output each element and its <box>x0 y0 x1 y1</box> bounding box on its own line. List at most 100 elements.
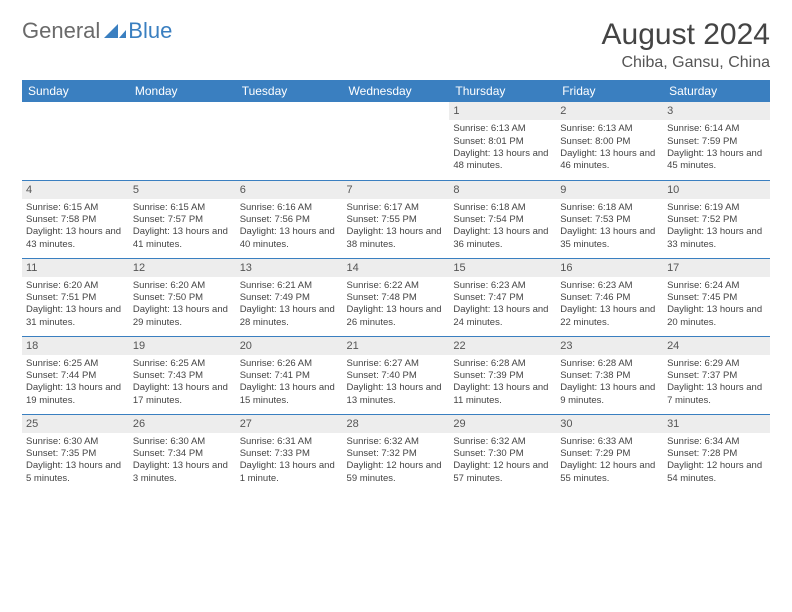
sunset-text: Sunset: 7:43 PM <box>133 370 232 382</box>
sunset-text: Sunset: 7:38 PM <box>560 370 659 382</box>
sunset-text: Sunset: 7:45 PM <box>667 292 766 304</box>
day-number: 8 <box>449 181 556 199</box>
calendar-cell: 11Sunrise: 6:20 AMSunset: 7:51 PMDayligh… <box>22 258 129 336</box>
sunset-text: Sunset: 7:29 PM <box>560 448 659 460</box>
calendar-row: 1Sunrise: 6:13 AMSunset: 8:01 PMDaylight… <box>22 102 770 180</box>
calendar-cell <box>343 102 450 180</box>
weekday-friday: Friday <box>556 80 663 102</box>
sunrise-text: Sunrise: 6:15 AM <box>26 202 125 214</box>
day-number: 11 <box>22 259 129 277</box>
sunrise-text: Sunrise: 6:25 AM <box>133 358 232 370</box>
day-number: 17 <box>663 259 770 277</box>
day-number: 30 <box>556 415 663 433</box>
calendar-cell: 15Sunrise: 6:23 AMSunset: 7:47 PMDayligh… <box>449 258 556 336</box>
calendar-cell: 22Sunrise: 6:28 AMSunset: 7:39 PMDayligh… <box>449 336 556 414</box>
calendar-row: 4Sunrise: 6:15 AMSunset: 7:58 PMDaylight… <box>22 180 770 258</box>
sunrise-text: Sunrise: 6:17 AM <box>347 202 446 214</box>
calendar-cell: 23Sunrise: 6:28 AMSunset: 7:38 PMDayligh… <box>556 336 663 414</box>
daylight-text: Daylight: 13 hours and 43 minutes. <box>26 226 125 251</box>
day-number: 25 <box>22 415 129 433</box>
weekday-sunday: Sunday <box>22 80 129 102</box>
daylight-text: Daylight: 13 hours and 17 minutes. <box>133 382 232 407</box>
daylight-text: Daylight: 13 hours and 24 minutes. <box>453 304 552 329</box>
sunrise-text: Sunrise: 6:30 AM <box>26 436 125 448</box>
calendar-cell: 20Sunrise: 6:26 AMSunset: 7:41 PMDayligh… <box>236 336 343 414</box>
day-number: 7 <box>343 181 450 199</box>
day-number: 18 <box>22 337 129 355</box>
day-number: 12 <box>129 259 236 277</box>
day-number: 19 <box>129 337 236 355</box>
daylight-text: Daylight: 13 hours and 31 minutes. <box>26 304 125 329</box>
sunset-text: Sunset: 7:49 PM <box>240 292 339 304</box>
sunrise-text: Sunrise: 6:19 AM <box>667 202 766 214</box>
sunrise-text: Sunrise: 6:26 AM <box>240 358 339 370</box>
sunrise-text: Sunrise: 6:13 AM <box>560 123 659 135</box>
month-title: August 2024 <box>602 18 770 52</box>
sunset-text: Sunset: 7:58 PM <box>26 214 125 226</box>
sunrise-text: Sunrise: 6:21 AM <box>240 280 339 292</box>
daylight-text: Daylight: 13 hours and 33 minutes. <box>667 226 766 251</box>
day-number: 31 <box>663 415 770 433</box>
calendar-cell: 25Sunrise: 6:30 AMSunset: 7:35 PMDayligh… <box>22 414 129 492</box>
sunset-text: Sunset: 7:52 PM <box>667 214 766 226</box>
calendar-row: 11Sunrise: 6:20 AMSunset: 7:51 PMDayligh… <box>22 258 770 336</box>
sunset-text: Sunset: 7:40 PM <box>347 370 446 382</box>
sunset-text: Sunset: 7:41 PM <box>240 370 339 382</box>
daylight-text: Daylight: 13 hours and 13 minutes. <box>347 382 446 407</box>
sunrise-text: Sunrise: 6:18 AM <box>560 202 659 214</box>
calendar-cell: 16Sunrise: 6:23 AMSunset: 7:46 PMDayligh… <box>556 258 663 336</box>
daylight-text: Daylight: 12 hours and 54 minutes. <box>667 460 766 485</box>
calendar-cell: 3Sunrise: 6:14 AMSunset: 7:59 PMDaylight… <box>663 102 770 180</box>
calendar-cell: 26Sunrise: 6:30 AMSunset: 7:34 PMDayligh… <box>129 414 236 492</box>
calendar-cell: 1Sunrise: 6:13 AMSunset: 8:01 PMDaylight… <box>449 102 556 180</box>
daylight-text: Daylight: 12 hours and 55 minutes. <box>560 460 659 485</box>
daylight-text: Daylight: 13 hours and 40 minutes. <box>240 226 339 251</box>
weekday-saturday: Saturday <box>663 80 770 102</box>
sunset-text: Sunset: 7:55 PM <box>347 214 446 226</box>
daylight-text: Daylight: 13 hours and 36 minutes. <box>453 226 552 251</box>
day-number: 2 <box>556 102 663 120</box>
sunset-text: Sunset: 7:59 PM <box>667 136 766 148</box>
calendar-cell <box>236 102 343 180</box>
weekday-wednesday: Wednesday <box>343 80 450 102</box>
sunset-text: Sunset: 7:46 PM <box>560 292 659 304</box>
calendar-cell: 4Sunrise: 6:15 AMSunset: 7:58 PMDaylight… <box>22 180 129 258</box>
day-number: 23 <box>556 337 663 355</box>
sunset-text: Sunset: 7:57 PM <box>133 214 232 226</box>
day-number: 20 <box>236 337 343 355</box>
daylight-text: Daylight: 13 hours and 1 minute. <box>240 460 339 485</box>
sail-icon <box>104 24 126 38</box>
calendar-cell <box>129 102 236 180</box>
sunrise-text: Sunrise: 6:33 AM <box>560 436 659 448</box>
sunrise-text: Sunrise: 6:34 AM <box>667 436 766 448</box>
sunrise-text: Sunrise: 6:24 AM <box>667 280 766 292</box>
calendar-cell: 29Sunrise: 6:32 AMSunset: 7:30 PMDayligh… <box>449 414 556 492</box>
calendar-body: 1Sunrise: 6:13 AMSunset: 8:01 PMDaylight… <box>22 102 770 492</box>
daylight-text: Daylight: 13 hours and 20 minutes. <box>667 304 766 329</box>
logo-text-blue: Blue <box>128 18 172 44</box>
logo: General Blue <box>22 18 172 44</box>
sunrise-text: Sunrise: 6:14 AM <box>667 123 766 135</box>
sunset-text: Sunset: 8:01 PM <box>453 136 552 148</box>
sunrise-text: Sunrise: 6:29 AM <box>667 358 766 370</box>
sunset-text: Sunset: 7:48 PM <box>347 292 446 304</box>
sunset-text: Sunset: 7:47 PM <box>453 292 552 304</box>
sunset-text: Sunset: 7:34 PM <box>133 448 232 460</box>
day-number: 27 <box>236 415 343 433</box>
calendar-cell: 28Sunrise: 6:32 AMSunset: 7:32 PMDayligh… <box>343 414 450 492</box>
sunrise-text: Sunrise: 6:15 AM <box>133 202 232 214</box>
daylight-text: Daylight: 13 hours and 46 minutes. <box>560 148 659 173</box>
daylight-text: Daylight: 13 hours and 45 minutes. <box>667 148 766 173</box>
sunrise-text: Sunrise: 6:32 AM <box>453 436 552 448</box>
sunrise-text: Sunrise: 6:16 AM <box>240 202 339 214</box>
sunset-text: Sunset: 7:53 PM <box>560 214 659 226</box>
calendar-cell: 6Sunrise: 6:16 AMSunset: 7:56 PMDaylight… <box>236 180 343 258</box>
daylight-text: Daylight: 13 hours and 22 minutes. <box>560 304 659 329</box>
location: Chiba, Gansu, China <box>602 54 770 72</box>
daylight-text: Daylight: 13 hours and 9 minutes. <box>560 382 659 407</box>
sunset-text: Sunset: 8:00 PM <box>560 136 659 148</box>
day-number: 15 <box>449 259 556 277</box>
day-number: 29 <box>449 415 556 433</box>
calendar-row: 18Sunrise: 6:25 AMSunset: 7:44 PMDayligh… <box>22 336 770 414</box>
sunset-text: Sunset: 7:32 PM <box>347 448 446 460</box>
